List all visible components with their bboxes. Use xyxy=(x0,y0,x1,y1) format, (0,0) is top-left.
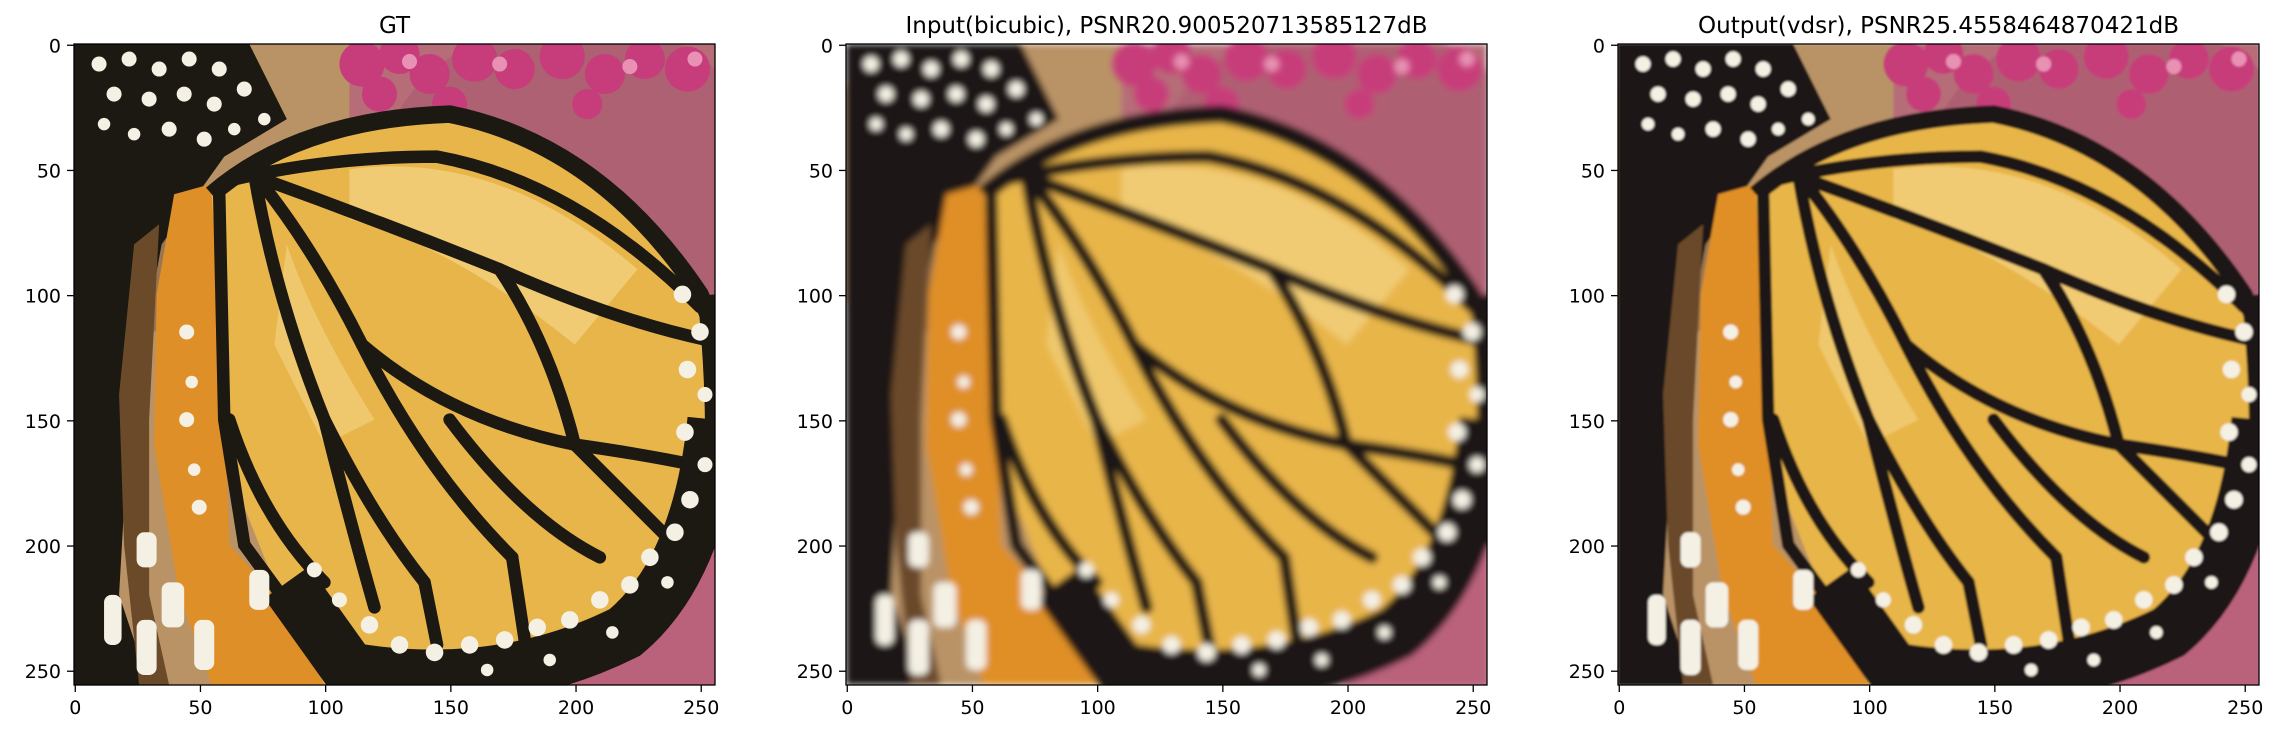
butterfly-image xyxy=(49,19,788,720)
x-tick-label: 250 xyxy=(2227,697,2263,719)
panels-layer: GT0 50 100 150 200 250050100150200250Input(bi… xyxy=(25,13,2276,720)
panel-3: Output(vdsr), PSNR25.4558464870421dB 0 50 1… xyxy=(1569,13,2276,720)
x-tick-label: 0 xyxy=(69,697,81,719)
y-tick-label: 200 xyxy=(25,536,61,558)
panel-1: GT 0 50 100 150 200 250 0 50 100 150 200 250 xyxy=(25,13,788,720)
y-tick-label: 150 xyxy=(25,411,61,433)
y-tick-label: 50 xyxy=(1581,160,1605,182)
y-tick-label: 100 xyxy=(1569,286,1605,308)
y-tick-label: 0 xyxy=(49,35,61,57)
y-tick-label: 150 xyxy=(1569,411,1605,433)
axes-frame xyxy=(1617,43,2260,686)
axes-frame xyxy=(73,43,716,686)
x-tick-label: 100 xyxy=(308,697,344,719)
y-tick-label: 0 xyxy=(1593,35,1605,57)
y-tick-label: 50 xyxy=(809,160,833,182)
y-tick-label: 100 xyxy=(25,286,61,308)
x-tick-label: 100 xyxy=(1080,697,1116,719)
y-tick-label: 200 xyxy=(797,536,833,558)
x-tick-label: 250 xyxy=(1455,697,1491,719)
x-tick-label: 150 xyxy=(1205,697,1241,719)
butterfly-image xyxy=(1593,19,2276,720)
butterfly-image xyxy=(821,19,1560,720)
x-tick-label: 50 xyxy=(960,697,984,719)
y-tick-label: 100 xyxy=(797,286,833,308)
y-tick-label: 50 xyxy=(37,160,61,182)
panel-2: Input(bicubic), PSNR20.900520713585127dB… xyxy=(797,13,1560,720)
x-tick-label: 150 xyxy=(1977,697,2013,719)
y-tick-label: 200 xyxy=(1569,536,1605,558)
panel-title: GT xyxy=(379,13,411,39)
x-tick-label: 150 xyxy=(433,697,469,719)
x-tick-label: 200 xyxy=(1330,697,1366,719)
x-tick-label: 200 xyxy=(558,697,594,719)
x-tick-label: 100 xyxy=(1852,697,1888,719)
x-tick-label: 250 xyxy=(683,697,719,719)
y-tick-label: 0 xyxy=(821,35,833,57)
y-tick-label: 250 xyxy=(1569,661,1605,683)
axes-frame xyxy=(845,43,1488,686)
x-tick-label: 200 xyxy=(2102,697,2138,719)
x-tick-label: 50 xyxy=(1732,697,1756,719)
y-tick-label: 250 xyxy=(797,661,833,683)
panel-title: Output(vdsr), PSNR25.4558464870421dB xyxy=(1698,13,2179,39)
x-tick-label: 50 xyxy=(188,697,212,719)
y-tick-label: 150 xyxy=(797,411,833,433)
x-tick-label: 0 xyxy=(1613,697,1625,719)
x-tick-label: 0 xyxy=(841,697,853,719)
y-tick-label: 250 xyxy=(25,661,61,683)
panel-title: Input(bicubic), PSNR20.900520713585127dB xyxy=(905,13,1427,39)
